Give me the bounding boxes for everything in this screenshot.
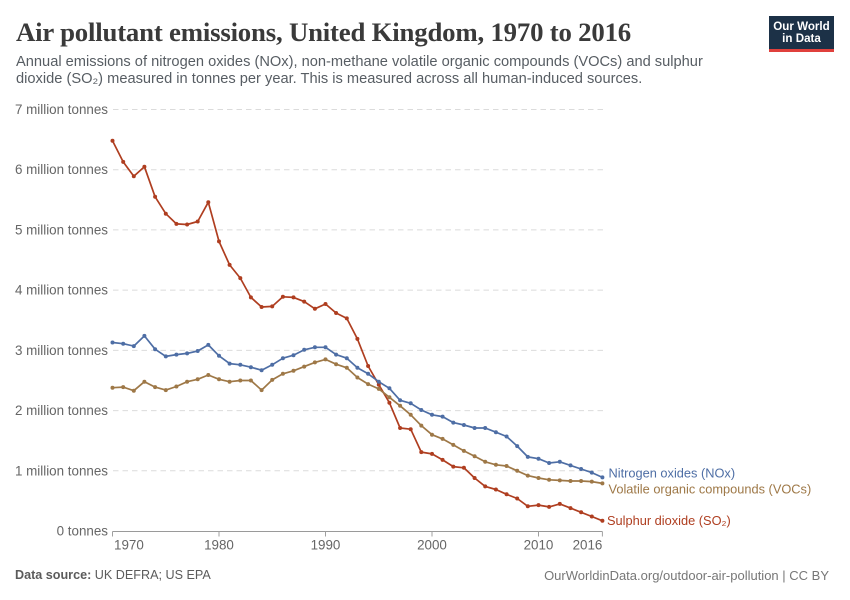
svg-text:Sulphur dioxide (SO₂): Sulphur dioxide (SO₂) bbox=[607, 513, 731, 528]
svg-text:Volatile organic compounds (VO: Volatile organic compounds (VOCs) bbox=[609, 482, 812, 497]
svg-text:1 million tonnes: 1 million tonnes bbox=[15, 463, 108, 478]
svg-text:2016: 2016 bbox=[573, 538, 603, 553]
svg-text:1980: 1980 bbox=[204, 538, 234, 553]
svg-text:2010: 2010 bbox=[524, 538, 554, 553]
svg-text:2 million tonnes: 2 million tonnes bbox=[15, 403, 108, 418]
svg-text:1970: 1970 bbox=[114, 538, 144, 553]
svg-text:4 million tonnes: 4 million tonnes bbox=[15, 283, 108, 298]
svg-text:5 million tonnes: 5 million tonnes bbox=[15, 222, 108, 237]
svg-text:3 million tonnes: 3 million tonnes bbox=[15, 343, 108, 358]
svg-text:0 tonnes: 0 tonnes bbox=[57, 524, 109, 539]
svg-text:7 million tonnes: 7 million tonnes bbox=[15, 102, 108, 117]
svg-text:2000: 2000 bbox=[417, 538, 447, 553]
svg-text:Nitrogen oxides (NOx): Nitrogen oxides (NOx) bbox=[609, 466, 736, 481]
svg-text:1990: 1990 bbox=[311, 538, 341, 553]
svg-text:6 million tonnes: 6 million tonnes bbox=[15, 162, 108, 177]
